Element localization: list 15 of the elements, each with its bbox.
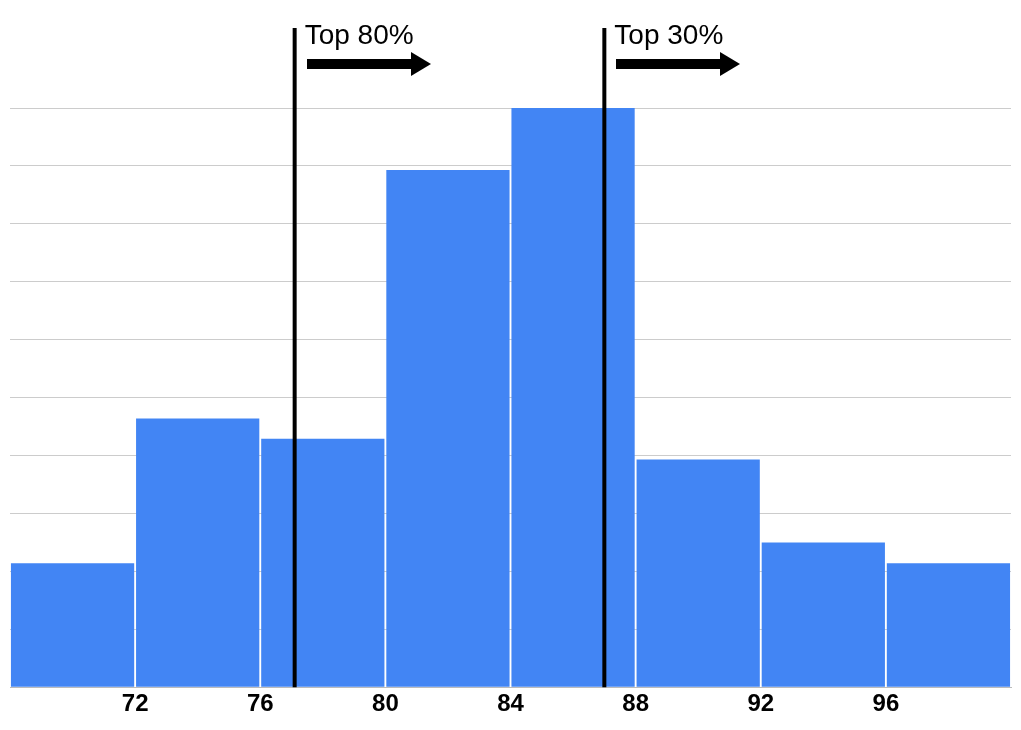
bar — [261, 438, 385, 687]
bar — [636, 459, 760, 687]
ref-line-label: Top 80% — [304, 19, 414, 50]
ref-line-label: Top 30% — [614, 19, 724, 50]
bar — [761, 542, 885, 687]
x-tick-label: 96 — [872, 689, 900, 717]
x-tick-label: 80 — [372, 689, 399, 717]
x-tick-label: 76 — [246, 689, 274, 717]
bar — [886, 563, 1011, 687]
x-tick-label: 84 — [497, 689, 525, 717]
x-tick-label: 72 — [121, 689, 149, 717]
bar — [136, 418, 260, 687]
x-tick-label: 88 — [622, 689, 649, 717]
bar — [10, 563, 135, 687]
x-tick-label: 92 — [747, 689, 775, 717]
